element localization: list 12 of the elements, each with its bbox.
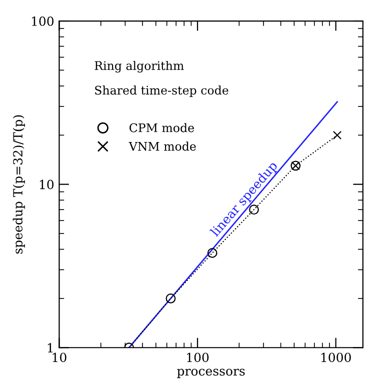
legend-label: CPM mode: [130, 123, 194, 132]
x-tick-label: 1000: [321, 352, 351, 362]
annotation: Shared time-step code: [95, 86, 228, 97]
annotation: Ring algorithm: [94, 60, 184, 73]
x-tick-label: 10: [52, 352, 66, 362]
y-tick-label: 10: [40, 180, 54, 190]
y-tick-label: 100: [32, 16, 54, 26]
y-tick-label: 1: [48, 343, 53, 352]
legend-label: VNM mode: [128, 142, 196, 151]
x-axis-title: processors: [177, 368, 245, 378]
y-axis-title: speedup T(p=32)/T(p): [12, 115, 25, 254]
x-tick-label: 100: [187, 352, 209, 362]
